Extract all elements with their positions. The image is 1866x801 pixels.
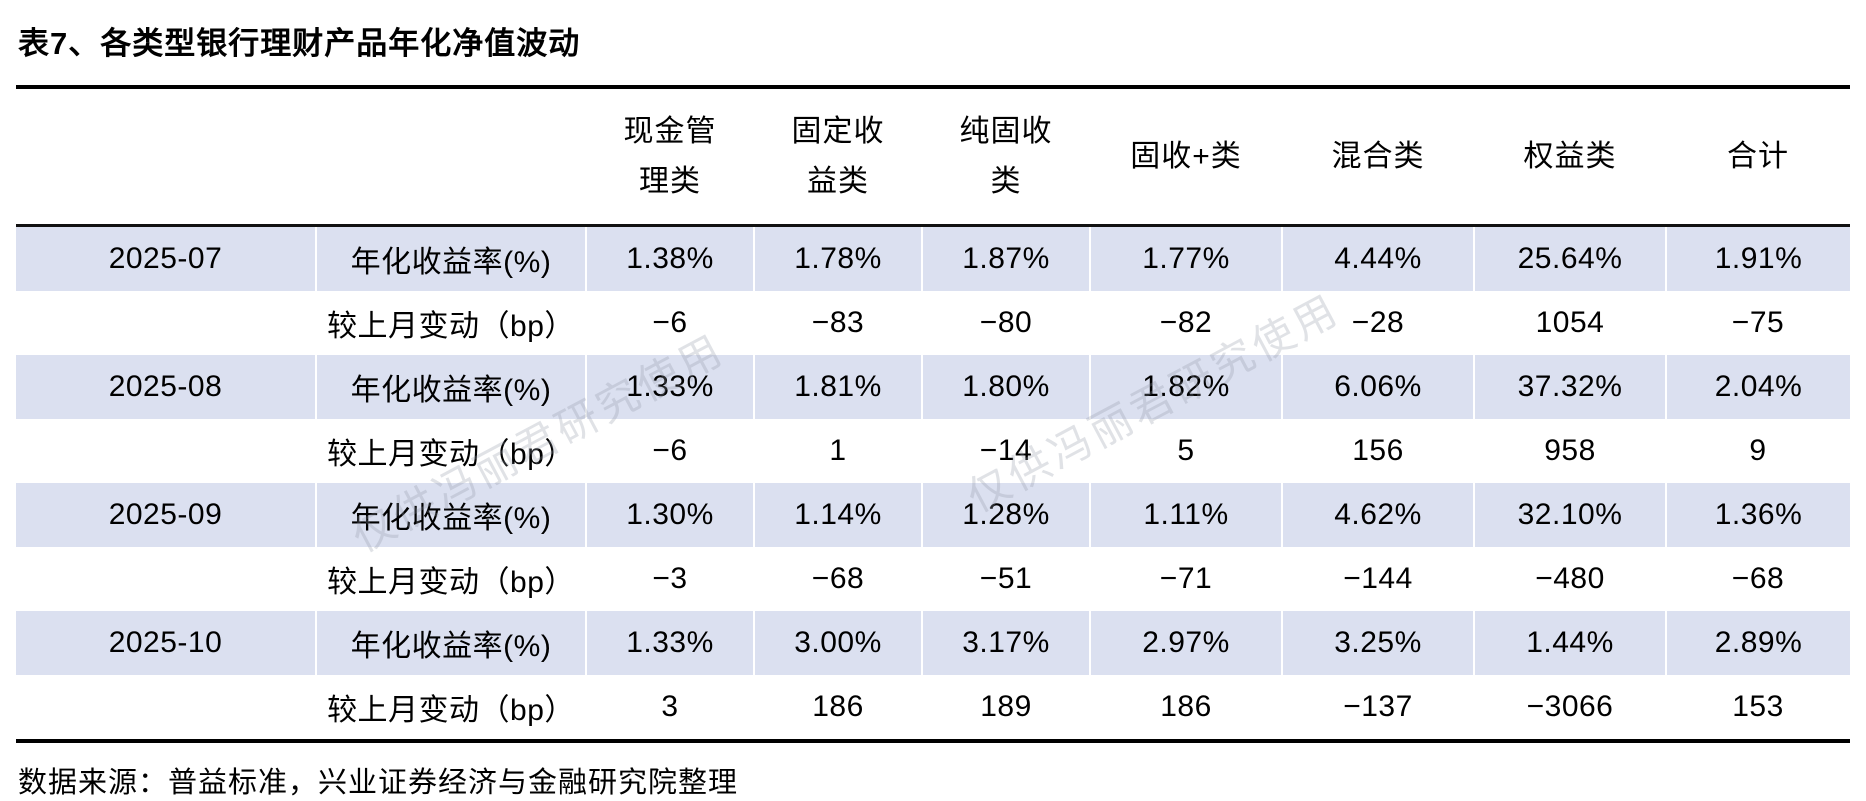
- value-cell: −68: [1731, 562, 1785, 595]
- value-cell: 189: [922, 675, 1090, 743]
- value-cell: 5: [1177, 434, 1195, 467]
- metric-cell: 年化收益率(%): [315, 225, 586, 291]
- metric-cell: 年化收益率(%): [315, 355, 586, 419]
- column-header: 固定收 益类: [754, 87, 922, 227]
- value-cell: −68: [811, 562, 865, 595]
- value-cell: −137: [1282, 675, 1474, 743]
- metric-cell: 较上月变动（bp）: [327, 310, 575, 343]
- period-cell: [16, 419, 316, 483]
- value-cell: −83: [811, 306, 865, 339]
- value-cell: 1.38%: [585, 225, 754, 291]
- table-row: 较上月变动（bp） 3 186 189 186 −137 −3066 153: [16, 675, 1850, 743]
- value-cell: 156: [1352, 434, 1404, 467]
- value-cell: 2.89%: [1665, 611, 1850, 675]
- value-cell: 1.30%: [585, 483, 754, 547]
- table-row: 较上月变动（bp） −6 −83 −80 −82 −28 1054 −75: [16, 291, 1850, 355]
- table-row: 较上月变动（bp） −6 1 −14 5 156 958 9: [16, 419, 1850, 483]
- value-cell: −144: [1343, 562, 1413, 595]
- value-cell: 1: [829, 434, 847, 467]
- value-cell: −71: [1159, 562, 1213, 595]
- value-cell: 37.32%: [1473, 355, 1666, 419]
- value-cell: −3: [652, 562, 688, 595]
- header-row: 现金管 理类 固定收 益类 纯固收 类 固收+类 混合类 权益类 合计: [16, 87, 1850, 227]
- value-cell: −3066: [1474, 675, 1666, 743]
- metric-cell: 较上月变动（bp）: [327, 566, 575, 599]
- value-cell: 4.44%: [1281, 225, 1474, 291]
- column-header: 合计: [1666, 87, 1850, 227]
- value-cell: 1.28%: [921, 483, 1090, 547]
- table-row: 较上月变动（bp） −3 −68 −51 −71 −144 −480 −68: [16, 547, 1850, 611]
- value-cell: 1.33%: [585, 611, 754, 675]
- table-title: 表7、各类型银行理财产品年化净值波动: [18, 26, 581, 61]
- value-cell: −80: [979, 306, 1033, 339]
- table-row: 2025-07 年化收益率(%) 1.38% 1.78% 1.87% 1.77%…: [16, 225, 1850, 291]
- period-cell: 2025-09: [16, 483, 316, 547]
- value-cell: 25.64%: [1473, 225, 1666, 291]
- period-header-cell: [16, 87, 316, 227]
- period-cell: 2025-07: [16, 225, 316, 291]
- period-cell: 2025-08: [16, 355, 316, 419]
- value-cell: 1.44%: [1473, 611, 1666, 675]
- value-cell: −51: [979, 562, 1033, 595]
- value-cell: −6: [652, 306, 688, 339]
- period-cell: [16, 547, 316, 611]
- value-cell: 3: [586, 675, 754, 743]
- value-cell: 1054: [1535, 306, 1605, 339]
- data-source-note: 数据来源：普益标准，兴业证券经济与金融研究院整理: [18, 767, 739, 799]
- period-cell: 2025-10: [16, 611, 316, 675]
- period-cell: [16, 675, 316, 743]
- column-header: 固收+类: [1090, 87, 1282, 227]
- value-cell: −28: [1351, 306, 1405, 339]
- value-cell: −14: [979, 434, 1033, 467]
- value-cell: 32.10%: [1473, 483, 1666, 547]
- value-cell: 1.11%: [1089, 483, 1282, 547]
- value-cell: 4.62%: [1281, 483, 1474, 547]
- value-cell: 186: [754, 675, 922, 743]
- value-cell: 1.87%: [921, 225, 1090, 291]
- value-cell: 1.82%: [1089, 355, 1282, 419]
- metric-cell: 较上月变动（bp）: [316, 675, 586, 743]
- value-cell: 1.80%: [921, 355, 1090, 419]
- value-cell: 2.97%: [1089, 611, 1282, 675]
- column-header: 权益类: [1474, 87, 1666, 227]
- value-cell: −480: [1535, 562, 1605, 595]
- metric-cell: 较上月变动（bp）: [327, 438, 575, 471]
- value-cell: 2.04%: [1665, 355, 1850, 419]
- value-cell: 1.33%: [585, 355, 754, 419]
- value-cell: −75: [1731, 306, 1785, 339]
- value-cell: 1.91%: [1665, 225, 1850, 291]
- column-header: 混合类: [1282, 87, 1474, 227]
- value-cell: 1.14%: [753, 483, 922, 547]
- period-cell: [16, 291, 316, 355]
- net-value-table: 现金管 理类 固定收 益类 纯固收 类 固收+类 混合类 权益类 合计 2025…: [16, 85, 1850, 743]
- value-cell: 153: [1666, 675, 1850, 743]
- value-cell: 9: [1749, 434, 1767, 467]
- metric-header-cell: [316, 87, 586, 227]
- metric-cell: 年化收益率(%): [315, 483, 586, 547]
- value-cell: 6.06%: [1281, 355, 1474, 419]
- table-row: 2025-09 年化收益率(%) 1.30% 1.14% 1.28% 1.11%…: [16, 483, 1850, 547]
- table-row: 2025-10 年化收益率(%) 1.33% 3.00% 3.17% 2.97%…: [16, 611, 1850, 675]
- metric-cell: 年化收益率(%): [315, 611, 586, 675]
- value-cell: 3.00%: [753, 611, 922, 675]
- value-cell: 1.81%: [753, 355, 922, 419]
- value-cell: 3.25%: [1281, 611, 1474, 675]
- value-cell: 1.36%: [1665, 483, 1850, 547]
- value-cell: −82: [1159, 306, 1213, 339]
- value-cell: 186: [1090, 675, 1282, 743]
- value-cell: 1.78%: [753, 225, 922, 291]
- value-cell: 3.17%: [921, 611, 1090, 675]
- table-row: 2025-08 年化收益率(%) 1.33% 1.81% 1.80% 1.82%…: [16, 355, 1850, 419]
- column-header: 纯固收 类: [922, 87, 1090, 227]
- value-cell: 1.77%: [1089, 225, 1282, 291]
- value-cell: −6: [652, 434, 688, 467]
- value-cell: 958: [1544, 434, 1596, 467]
- column-header: 现金管 理类: [586, 87, 754, 227]
